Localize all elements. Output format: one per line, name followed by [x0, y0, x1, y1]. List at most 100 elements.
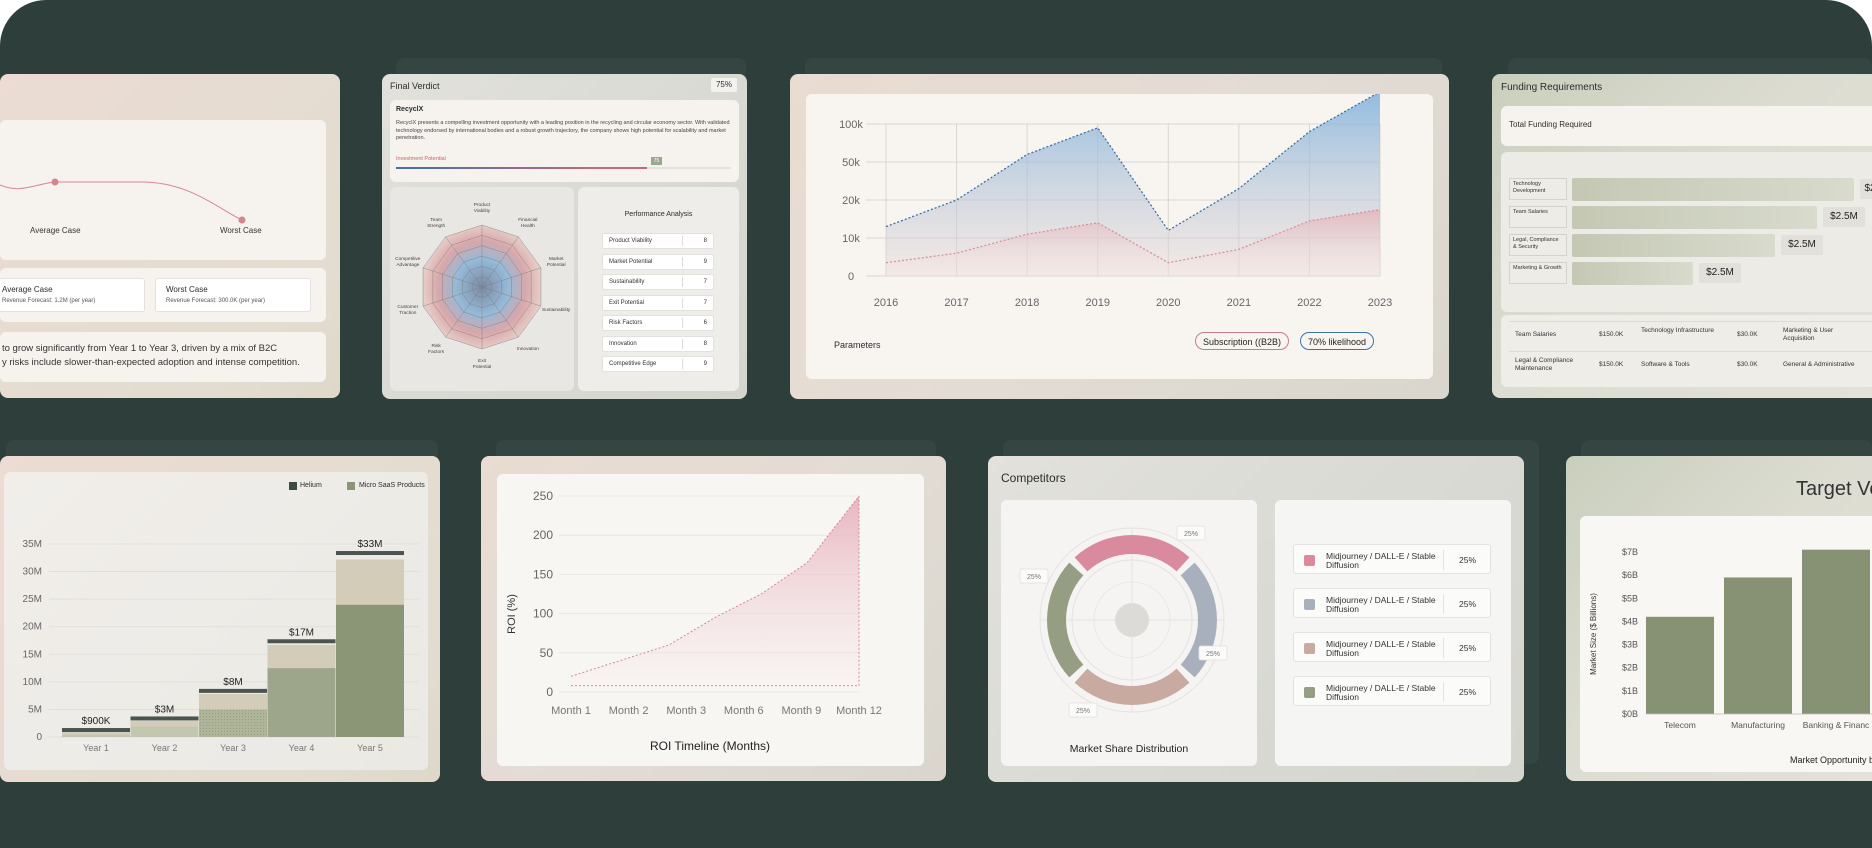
x-tick-label: Year 5 — [357, 743, 383, 753]
competitor-share: 25% — [1458, 687, 1476, 697]
x-tick-label: Year 3 — [220, 743, 246, 753]
investment-potential-fill — [396, 167, 648, 169]
revenue-stacked-card: Helium Micro SaaS Products 0 5M 10M 15M 20M 2… — [0, 456, 440, 782]
radar-axis-label: Sustainability — [542, 307, 571, 313]
stacked-chart-panel: Helium Micro SaaS Products 0 5M 10M 15M 20M 2… — [4, 472, 428, 770]
radar-spoke — [445, 286, 483, 338]
total-funding-label: Total Funding Required — [1509, 120, 1592, 129]
competitor-share: 25% — [1458, 599, 1476, 609]
funding-table-panel: Team Salaries $150.0K Technology Infrastru… — [1501, 315, 1872, 387]
average-case-box: Average Case Revenue Forecast: 1.2M (per… — [0, 278, 145, 312]
y-tick-label: 20M — [23, 622, 42, 633]
funding-table-cell: $150.0K — [1599, 331, 1624, 338]
target-title: Target Ve — [1796, 478, 1872, 500]
competitor-share: 25% — [1458, 643, 1476, 653]
radar-axis-label: Exit Potential — [473, 358, 492, 370]
competitors-card: Competitors 25% 25% 25% 25% Market Share Dis… — [988, 456, 1524, 782]
radar-axis-label: Risk Factors — [428, 343, 445, 355]
x-tick-label: 2019 — [1085, 297, 1109, 309]
target-card: Target Ve $0B $1B $2B $3B $4B $5B $6B $7B Teleco… — [1566, 456, 1872, 781]
competitor-legend-item[interactable]: Midjourney / DALL-E / Stable Diffusion 25… — [1293, 632, 1491, 662]
bar-segment-base — [130, 726, 199, 737]
performance-metric-value: 7 — [703, 299, 707, 306]
bar-cap — [267, 639, 336, 644]
area-chart-card: 0 10k 20k 50k 100k 2016 2017 2018 2019 2020 2021 20… — [790, 74, 1449, 399]
bar-total-label: $900K — [82, 716, 111, 727]
funding-bar-label: Marketing & Growth — [1509, 262, 1567, 284]
series-line — [885, 91, 1381, 232]
y-tick-label: 35M — [23, 539, 42, 550]
performance-row: Market Potential 9 — [602, 253, 714, 270]
target-bar — [1646, 616, 1714, 714]
radar-spoke — [481, 286, 519, 338]
performance-row-divider — [682, 297, 683, 308]
funding-bar — [1572, 234, 1775, 257]
radar-spoke — [481, 267, 542, 288]
y-tick-label: 30M — [23, 567, 42, 578]
competitor-swatch — [1304, 599, 1315, 610]
legend-micro-saas-label: Micro SaaS Products — [359, 482, 425, 489]
funding-bar — [1572, 262, 1693, 285]
y-tick-label: 0 — [36, 732, 42, 743]
bar-segment-base — [267, 668, 336, 737]
pill-likelihood[interactable]: 70% likelihood — [1300, 332, 1374, 350]
competitor-legend-item[interactable]: Midjourney / DALL-E / Stable Diffusion 25… — [1293, 544, 1491, 574]
funding-table-row — [1509, 321, 1872, 347]
radar-spoke — [422, 286, 483, 307]
competitor-legend-item[interactable]: Midjourney / DALL-E / Stable Diffusion 25… — [1293, 588, 1491, 618]
performance-metric-value: 9 — [703, 361, 707, 367]
pill-subscription[interactable]: Subscription ((B2B) — [1195, 332, 1289, 350]
roi-area — [571, 496, 859, 686]
funding-bar — [1572, 178, 1854, 201]
radar-spoke — [481, 286, 542, 307]
y-tick-label: 20k — [842, 195, 860, 207]
target-bar — [1724, 577, 1792, 714]
x-tick-label: Month 6 — [724, 705, 764, 717]
slice-label: 25% — [1027, 574, 1041, 581]
y-tick-label: $2B — [1622, 663, 1638, 673]
funding-table-cell: $30.0K — [1737, 331, 1758, 338]
scenario-chart-panel: Average Case Worst Case — [0, 120, 326, 260]
bar-cap — [62, 728, 130, 733]
radar-axis-label: Product Viability — [474, 202, 491, 214]
slice-label: 25% — [1076, 708, 1090, 715]
case-label-average: Average Case — [30, 226, 81, 235]
bar-segment-base — [336, 604, 404, 737]
slice-label-box — [1068, 702, 1098, 718]
roi-card: 0 50 100 150 200 250 Month 1 Month 2 Month 3 Mont… — [481, 456, 946, 781]
performance-panel: Performance Analysis Product Viability 8 M… — [578, 187, 739, 391]
bar-segment-base — [62, 734, 130, 737]
competitor-swatch — [1304, 555, 1315, 566]
funding-bar — [1572, 206, 1817, 229]
performance-metric-value: 8 — [703, 340, 707, 347]
performance-row-divider — [682, 256, 683, 267]
roi-chart: 0 50 100 150 200 250 Month 1 Month 2 Month 3 Mont… — [506, 489, 882, 753]
bar-segment-top — [62, 732, 130, 735]
performance-row: Innovation 8 — [602, 335, 714, 352]
legend-helium-swatch — [289, 482, 297, 490]
funding-card: Funding Requirements Total Funding Requi… — [1492, 74, 1872, 398]
performance-metric-name: Innovation — [609, 340, 637, 347]
bar-segment-base — [199, 709, 267, 737]
scenario-curve — [0, 178, 246, 224]
y-tick-label: $3B — [1622, 640, 1638, 650]
area-chart-panel: 0 10k 20k 50k 100k 2016 2017 2018 2019 2020 2021 20… — [806, 91, 1433, 379]
funding-table-cell: Software & Tools — [1641, 361, 1690, 368]
y-tick-label: $6B — [1622, 570, 1638, 580]
area-chart: 0 10k 20k 50k 100k 2016 2017 2018 2019 2020 2021 20… — [839, 91, 1392, 309]
funding-table-cell: $30.0K — [1737, 361, 1758, 368]
competitor-name: Midjourney / DALL-E / Stable Diffusion — [1326, 595, 1436, 614]
y-tick-label: 50k — [842, 157, 860, 169]
target-chart-panel: $0B $1B $2B $3B $4B $5B $6B $7B Telecom Manufactu… — [1580, 516, 1872, 772]
x-tick-label: 2022 — [1297, 297, 1321, 309]
funding-bar-value: $2.5M — [1823, 207, 1865, 227]
competitor-name: Midjourney / DALL-E / Stable Diffusion — [1326, 639, 1436, 658]
performance-row: Competitive Edge 9 — [602, 356, 714, 372]
competitor-legend-item[interactable]: Midjourney / DALL-E / Stable Diffusion 25… — [1293, 676, 1491, 706]
funding-bar-label: Technology Development — [1509, 178, 1567, 200]
radar-axis-label: Financial Health — [518, 217, 537, 229]
performance-metric-value: 7 — [703, 279, 707, 285]
pill-subscription-label: Subscription ((B2B) — [1202, 337, 1282, 347]
average-case-point — [51, 178, 59, 186]
performance-row-divider — [682, 277, 683, 287]
